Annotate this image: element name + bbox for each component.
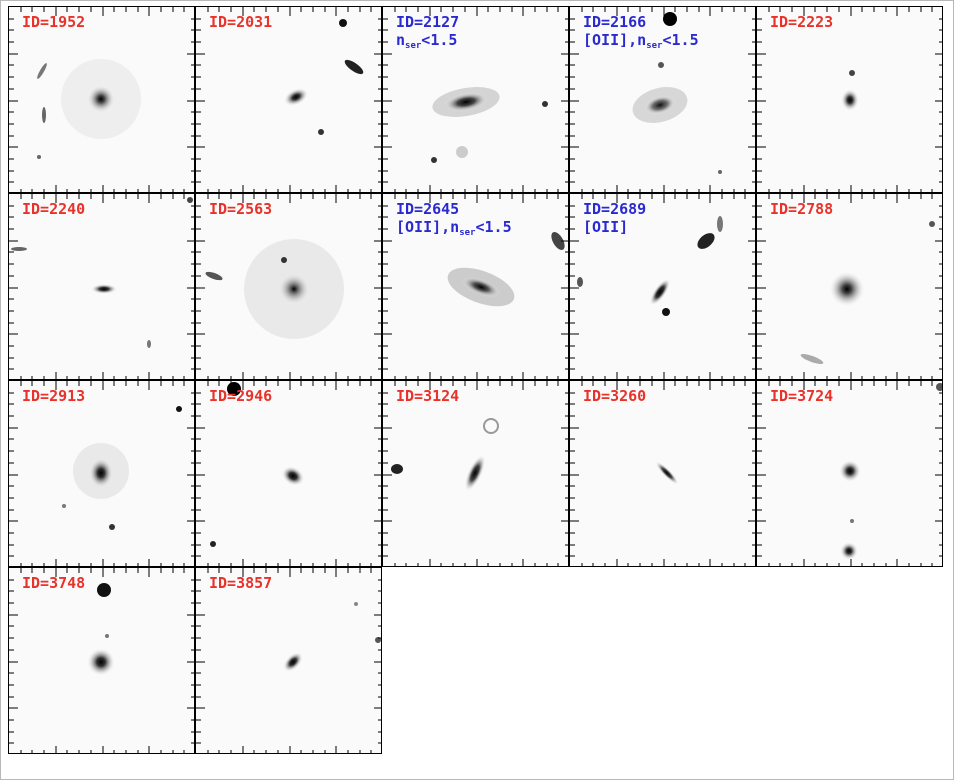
cutout-panel: ID=2031 — [195, 6, 382, 193]
galaxy-image — [196, 194, 381, 379]
panel-label: ID=2563 — [209, 200, 273, 218]
galaxy-image — [757, 7, 942, 192]
panel-label: ID=3724 — [770, 387, 834, 405]
galaxy-image — [9, 381, 194, 566]
cutout-panel: ID=2645 [OII],nser<1.5 — [382, 193, 569, 380]
cutout-panel: ID=2689 [OII] — [569, 193, 756, 380]
panel-label: ID=2645 [OII],nser<1.5 — [396, 200, 512, 238]
cutout-panel: ID=3748 — [8, 567, 195, 754]
panel-label: ID=1952 — [22, 13, 86, 31]
galaxy-image — [757, 381, 942, 566]
panel-label: ID=2946 — [209, 387, 273, 405]
panel-label: ID=3857 — [209, 574, 273, 592]
panel-label: ID=2127 nser<1.5 — [396, 13, 460, 51]
cutout-panel: ID=1952 — [8, 6, 195, 193]
panel-label: ID=3748 — [22, 574, 86, 592]
cutout-panel: ID=2127 nser<1.5 — [382, 6, 569, 193]
cutout-panel: ID=3857 — [195, 567, 382, 754]
panel-label: ID=3260 — [583, 387, 647, 405]
galaxy-image — [196, 7, 381, 192]
galaxy-image — [570, 7, 755, 192]
galaxy-image — [9, 568, 194, 753]
panel-label: ID=3124 — [396, 387, 460, 405]
panel-label: ID=2223 — [770, 13, 834, 31]
cutout-panel: ID=2788 — [756, 193, 943, 380]
panel-label: ID=2166 [OII],nser<1.5 — [583, 13, 699, 51]
cutout-panel: ID=2563 — [195, 193, 382, 380]
galaxy-image — [383, 7, 568, 192]
galaxy-image — [757, 194, 942, 379]
panel-label: ID=2689 [OII] — [583, 200, 647, 236]
cutout-panel: ID=3124 — [382, 380, 569, 567]
panel-label: ID=2240 — [22, 200, 86, 218]
cutout-panel: ID=2223 — [756, 6, 943, 193]
galaxy-cutout-grid: ID=1952 ID=2031 ID=2127 nser<1.5 — [8, 6, 946, 762]
cutout-panel: ID=2946 — [195, 380, 382, 567]
galaxy-image — [570, 381, 755, 566]
cutout-panel: ID=2240 — [8, 193, 195, 380]
galaxy-image — [9, 7, 194, 192]
galaxy-image — [383, 194, 568, 379]
cutout-panel: ID=2166 [OII],nser<1.5 — [569, 6, 756, 193]
galaxy-image — [570, 194, 755, 379]
galaxy-image — [196, 568, 381, 753]
cutout-panel: ID=2913 — [8, 380, 195, 567]
galaxy-image — [383, 381, 568, 566]
panel-label: ID=2913 — [22, 387, 86, 405]
galaxy-image — [196, 381, 381, 566]
galaxy-image — [9, 194, 194, 379]
panel-label: ID=2031 — [209, 13, 273, 31]
panel-label: ID=2788 — [770, 200, 834, 218]
cutout-panel: ID=3724 — [756, 380, 943, 567]
cutout-panel: ID=3260 — [569, 380, 756, 567]
